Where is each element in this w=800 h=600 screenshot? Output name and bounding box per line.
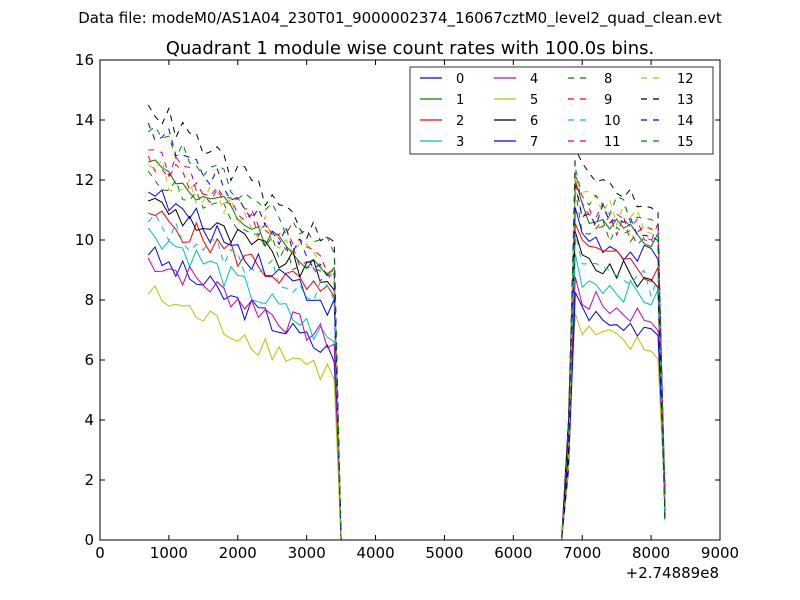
legend-label-5: 5 (530, 93, 538, 108)
chart-title: Quadrant 1 module wise count rates with … (166, 38, 655, 59)
series-line-10 (147, 213, 666, 541)
legend-label-14: 14 (677, 114, 694, 129)
legend-label-1: 1 (456, 93, 464, 108)
y-tick-label: 6 (84, 351, 94, 369)
x-tick-label: 2000 (219, 544, 257, 562)
y-tick-label: 2 (84, 471, 94, 489)
legend-label-7: 7 (530, 135, 538, 150)
y-tick-label: 4 (84, 411, 94, 429)
y-tick-label: 16 (75, 51, 94, 69)
x-tick-label: 5000 (425, 544, 463, 562)
legend-label-10: 10 (604, 114, 621, 129)
x-tick-label: 7000 (563, 544, 601, 562)
legend-label-6: 6 (530, 114, 538, 129)
x-tick-label: 0 (95, 544, 105, 562)
x-offset-label: +2.74889e8 (626, 564, 719, 582)
x-tick-label: 8000 (632, 544, 670, 562)
legend-label-8: 8 (604, 72, 612, 87)
x-tick-label: 3000 (288, 544, 326, 562)
legend-label-13: 13 (677, 93, 694, 108)
y-tick-label: 12 (75, 171, 94, 189)
chart-suptitle: Data file: modeM0/AS1A04_230T01_90000023… (78, 9, 722, 28)
x-tick-label: 9000 (701, 544, 739, 562)
x-tick-label: 4000 (356, 544, 394, 562)
legend-label-11: 11 (604, 135, 621, 150)
legend-label-0: 0 (456, 72, 464, 87)
series-line-15 (147, 125, 666, 541)
legend-label-9: 9 (604, 93, 612, 108)
legend-label-15: 15 (677, 135, 694, 150)
legend-label-3: 3 (456, 135, 464, 150)
x-tick-label: 6000 (494, 544, 532, 562)
legend-label-12: 12 (677, 72, 694, 87)
y-tick-label: 10 (75, 231, 94, 249)
series-line-14 (147, 122, 666, 541)
series-line-13 (147, 104, 666, 541)
axis-ticks: 0 1000 2000 3000 4000 5000 6000 7000 8000 9000 0 2 4… (75, 51, 739, 562)
y-tick-label: 14 (75, 111, 94, 129)
series-line-11 (148, 149, 666, 541)
x-tick-label: 1000 (150, 544, 188, 562)
legend-label-4: 4 (530, 72, 538, 87)
y-tick-label: 8 (84, 291, 94, 309)
y-tick-label: 0 (84, 531, 94, 549)
legend-label-2: 2 (456, 114, 464, 129)
legend-box (409, 66, 714, 155)
